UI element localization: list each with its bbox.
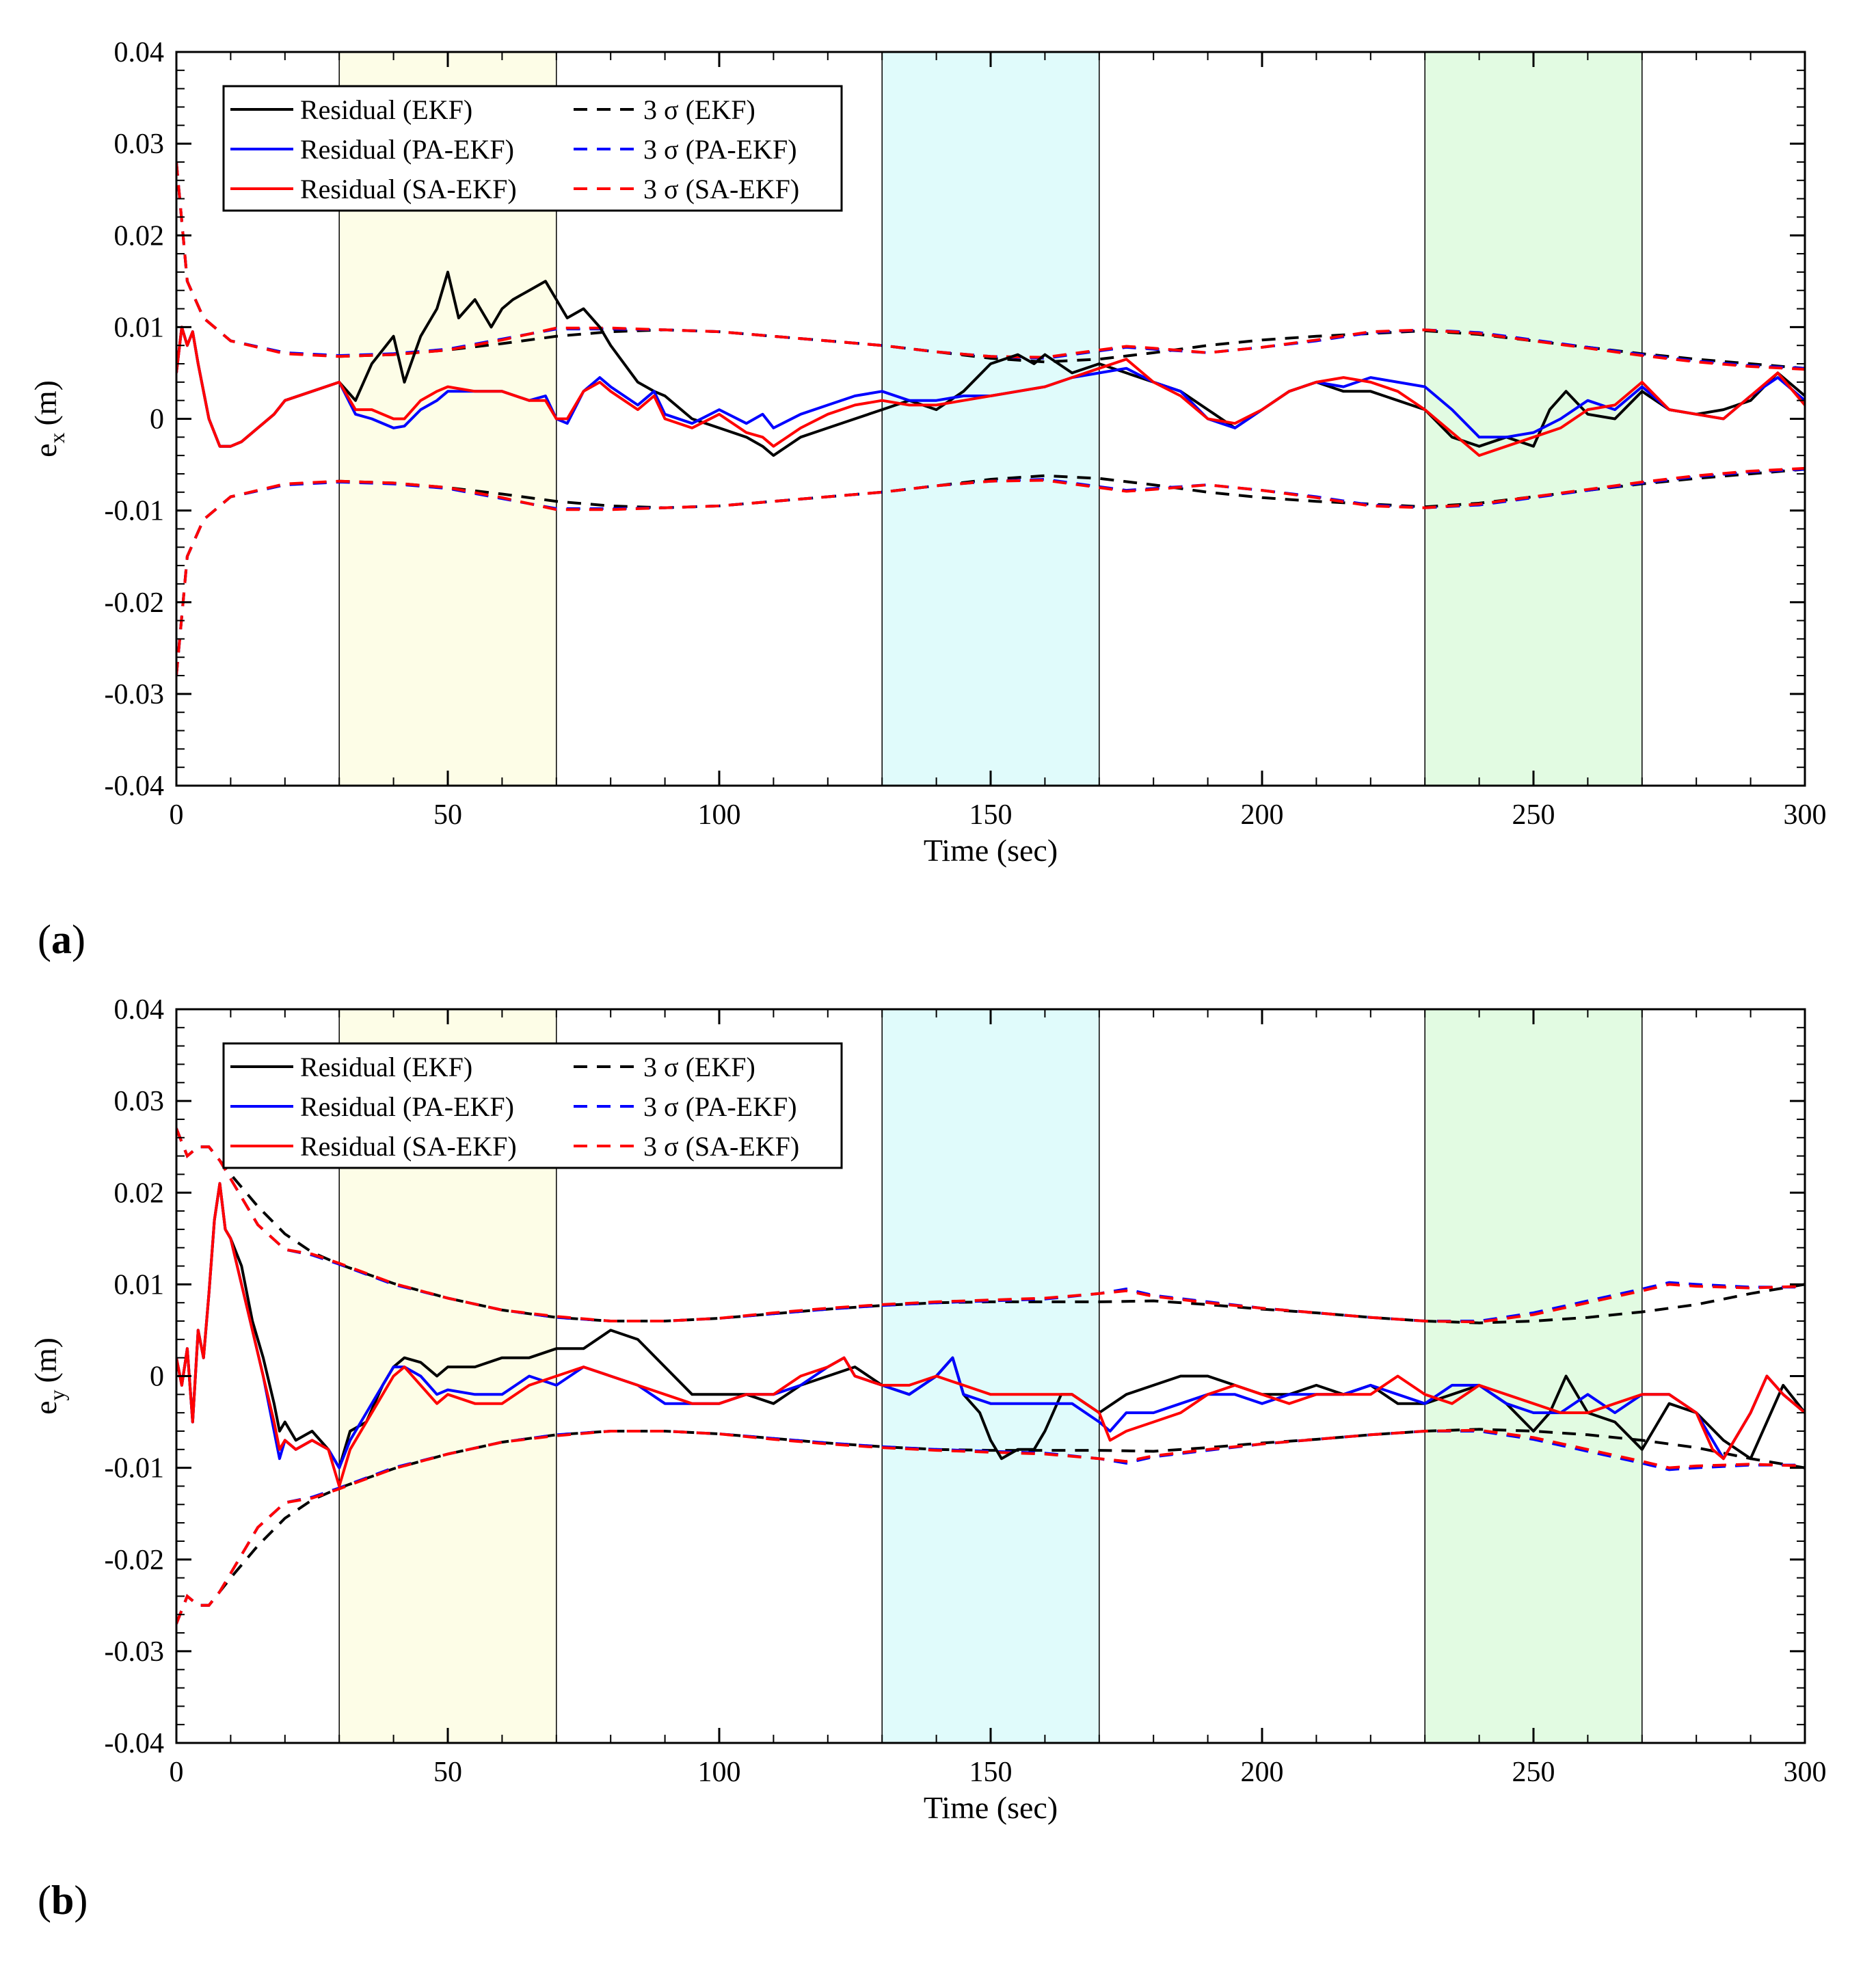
series-residual-pa-ekf <box>176 1182 1805 1469</box>
series-3-ekf-upper <box>176 1128 1805 1324</box>
y-axis-label-unit: (m) <box>28 380 63 425</box>
y-tick-label: 0.01 <box>114 1269 165 1301</box>
y-tick-label: 0.04 <box>114 37 165 68</box>
panel-label-a: (a) <box>38 917 85 962</box>
y-tick-label: -0.01 <box>105 496 165 527</box>
y-tick-label: 0 <box>150 404 164 436</box>
x-tick-label: 150 <box>969 799 1013 831</box>
legend-box <box>222 85 843 212</box>
series-residual-sa-ekf <box>176 325 1805 457</box>
x-tick-label: 50 <box>433 799 462 831</box>
x-tick-label: 0 <box>170 799 184 831</box>
legend-box <box>222 1042 843 1169</box>
legend: Residual (EKF) Residual (PA-EKF) Residual … <box>222 1042 843 1169</box>
y-tick-label: 0.04 <box>114 994 165 1026</box>
x-tick-label: 300 <box>1784 799 1827 831</box>
series-residual-sa-ekf <box>176 1182 1805 1488</box>
chart-panel-b: 0 50 100 150 200 250 300 0.04 0.03 0.02 0.01 0 -0.01… <box>28 994 1827 1825</box>
legend-label: Residual (SA-EKF) <box>300 174 517 204</box>
y-tick-label: 0.03 <box>114 1086 165 1117</box>
y-tick-label: -0.02 <box>105 587 165 619</box>
series-3-sa-ekf-upper <box>176 1128 1805 1324</box>
shaded-region-2 <box>882 52 1099 786</box>
x-tick-label: 100 <box>698 1757 741 1788</box>
y-tick-label: 0.03 <box>114 129 165 160</box>
legend-label: 3 σ (PA-EKF) <box>643 134 797 165</box>
legend-label: 3 σ (EKF) <box>643 94 755 125</box>
y-tick-label: -0.01 <box>105 1453 165 1484</box>
series-3-sa-ekf-upper <box>176 161 1805 371</box>
series-3-ekf-lower <box>176 1428 1805 1625</box>
legend-label: Residual (EKF) <box>300 1052 472 1082</box>
y-tick-label: -0.03 <box>105 679 165 710</box>
x-tick-label: 100 <box>698 799 741 831</box>
y-axis-label-main: e <box>28 1401 63 1415</box>
shaded-region-3 <box>1425 1009 1642 1743</box>
series-3-sa-ekf-lower <box>176 1428 1805 1625</box>
y-tick-label: 0.02 <box>114 1177 165 1209</box>
panel-label-b-letter: b <box>51 1878 75 1923</box>
y-tick-label: 0 <box>150 1361 164 1393</box>
x-tick-label: 0 <box>170 1757 184 1788</box>
x-tick-label: 200 <box>1241 799 1284 831</box>
legend-label: Residual (PA-EKF) <box>300 134 514 165</box>
y-tick-label: -0.03 <box>105 1636 165 1668</box>
y-axis-label-unit: (m) <box>28 1337 63 1383</box>
x-axis-label: Time (sec) <box>924 833 1058 868</box>
legend-label: Residual (EKF) <box>300 94 472 125</box>
panel-label-a-letter: a <box>51 917 72 962</box>
y-axis-label-sub: y <box>44 1390 69 1401</box>
y-axis-label-main: e <box>28 444 63 457</box>
legend-label: 3 σ (SA-EKF) <box>643 1131 799 1162</box>
legend-label: 3 σ (SA-EKF) <box>643 174 799 204</box>
y-axis-label: ey (m) <box>28 1337 69 1415</box>
shaded-region-2 <box>882 1009 1099 1743</box>
y-tick-label: -0.04 <box>105 1728 165 1759</box>
y-axis-label-sub: x <box>44 433 69 444</box>
y-axis-label: ex (m) <box>28 380 69 457</box>
y-tick-label: 0.01 <box>114 312 165 343</box>
series-3-sa-ekf-lower <box>176 466 1805 676</box>
x-tick-label: 300 <box>1784 1757 1827 1788</box>
x-tick-label: 250 <box>1512 1757 1555 1788</box>
y-tick-label: -0.02 <box>105 1545 165 1576</box>
legend-label: 3 σ (EKF) <box>643 1052 755 1082</box>
x-tick-label: 250 <box>1512 799 1555 831</box>
legend-label: Residual (SA-EKF) <box>300 1131 517 1162</box>
series-residual-ekf <box>176 270 1805 457</box>
x-tick-label: 50 <box>433 1757 462 1788</box>
x-axis-label: Time (sec) <box>924 1790 1058 1825</box>
x-tick-label: 150 <box>969 1757 1013 1788</box>
y-tick-label: -0.04 <box>105 771 165 802</box>
legend-label: 3 σ (PA-EKF) <box>643 1091 797 1122</box>
legend-label: Residual (PA-EKF) <box>300 1091 514 1122</box>
legend: Residual (EKF) Residual (PA-EKF) Residual … <box>222 85 843 212</box>
chart-panel-a: 0 50 100 150 200 250 300 0.04 0.03 0.02 0.01 0 -0.01… <box>28 37 1827 868</box>
panel-label-b: (b) <box>38 1878 88 1923</box>
x-tick-label: 200 <box>1241 1757 1284 1788</box>
y-tick-label: 0.02 <box>114 220 165 252</box>
